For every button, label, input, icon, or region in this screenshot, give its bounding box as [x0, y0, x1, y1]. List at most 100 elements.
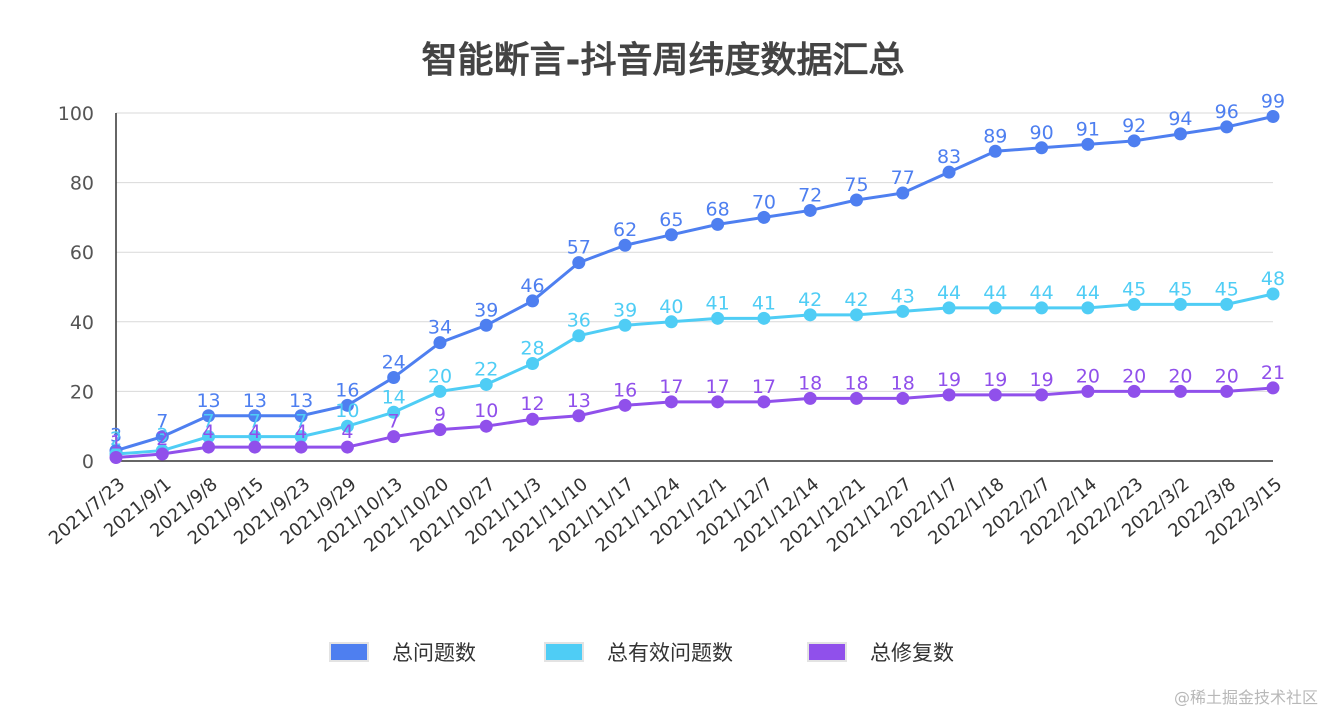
data-label: 7 — [295, 411, 307, 433]
data-point[interactable] — [1081, 301, 1095, 315]
data-point[interactable] — [1127, 134, 1141, 148]
data-point[interactable] — [1081, 137, 1095, 151]
data-label: 45 — [1215, 278, 1239, 300]
data-point[interactable] — [526, 294, 540, 308]
data-point[interactable] — [526, 357, 540, 371]
data-point[interactable] — [340, 419, 354, 433]
data-point[interactable] — [479, 377, 493, 391]
data-point[interactable] — [248, 409, 262, 423]
data-point[interactable] — [988, 388, 1002, 402]
data-point[interactable] — [711, 311, 725, 325]
data-point[interactable] — [896, 304, 910, 318]
data-point[interactable] — [202, 440, 216, 454]
data-point[interactable] — [1081, 384, 1095, 398]
data-point[interactable] — [1220, 297, 1234, 311]
data-point[interactable] — [896, 186, 910, 200]
data-point[interactable] — [664, 395, 678, 409]
data-point[interactable] — [942, 165, 956, 179]
data-label: 20 — [1215, 365, 1239, 387]
data-point[interactable] — [849, 391, 863, 405]
data-point[interactable] — [1127, 384, 1141, 398]
data-point[interactable] — [479, 318, 493, 332]
data-point[interactable] — [618, 318, 632, 332]
data-point[interactable] — [1035, 388, 1049, 402]
data-point[interactable] — [849, 308, 863, 322]
legend[interactable]: 总问题数 总有效问题数 总修复数 — [329, 641, 954, 665]
data-point[interactable] — [155, 430, 169, 444]
data-label: 36 — [567, 310, 591, 332]
data-point[interactable] — [1173, 384, 1187, 398]
data-point[interactable] — [387, 405, 401, 419]
data-point[interactable] — [757, 311, 771, 325]
data-point[interactable] — [340, 440, 354, 454]
data-point[interactable] — [757, 210, 771, 224]
data-point[interactable] — [294, 409, 308, 423]
data-label: 44 — [1030, 282, 1054, 304]
data-point[interactable] — [155, 447, 169, 461]
data-point[interactable] — [896, 391, 910, 405]
data-point[interactable] — [109, 451, 123, 465]
data-point[interactable] — [294, 430, 308, 444]
data-label: 10 — [335, 400, 359, 422]
legend-item[interactable]: 总问题数 — [329, 641, 476, 665]
data-point[interactable] — [1220, 384, 1234, 398]
data-point[interactable] — [664, 228, 678, 242]
y-tick-label: 20 — [70, 381, 94, 403]
data-point[interactable] — [294, 440, 308, 454]
data-point[interactable] — [479, 419, 493, 433]
data-point[interactable] — [988, 301, 1002, 315]
legend-item[interactable]: 总修复数 — [807, 641, 954, 665]
data-point[interactable] — [803, 391, 817, 405]
data-point[interactable] — [618, 398, 632, 412]
data-point[interactable] — [1266, 287, 1280, 301]
data-point[interactable] — [803, 203, 817, 217]
data-label: 7 — [156, 411, 168, 433]
data-point[interactable] — [340, 398, 354, 412]
data-point[interactable] — [942, 301, 956, 315]
data-point[interactable] — [572, 329, 586, 343]
data-point[interactable] — [711, 395, 725, 409]
data-point[interactable] — [433, 384, 447, 398]
data-label: 72 — [798, 184, 822, 206]
data-label: 20 — [1168, 365, 1192, 387]
legend-item[interactable]: 总有效问题数 — [544, 641, 733, 665]
data-point[interactable] — [387, 430, 401, 444]
data-point[interactable] — [1266, 381, 1280, 395]
data-point[interactable] — [988, 144, 1002, 158]
data-label: 22 — [474, 358, 498, 380]
data-point[interactable] — [433, 423, 447, 437]
data-point[interactable] — [202, 430, 216, 444]
data-point[interactable] — [248, 440, 262, 454]
legend-swatch — [544, 642, 584, 662]
data-point[interactable] — [942, 388, 956, 402]
data-point[interactable] — [803, 308, 817, 322]
data-point[interactable] — [711, 217, 725, 231]
data-label: 20 — [428, 365, 452, 387]
data-point[interactable] — [572, 409, 586, 423]
data-point[interactable] — [849, 193, 863, 207]
data-label: 28 — [520, 338, 544, 360]
data-point[interactable] — [1266, 109, 1280, 123]
data-point[interactable] — [433, 336, 447, 350]
data-point[interactable] — [1173, 297, 1187, 311]
data-point[interactable] — [618, 238, 632, 252]
legend-label: 总问题数 — [392, 641, 476, 665]
series-line — [115, 386, 1274, 460]
data-label: 94 — [1168, 108, 1192, 130]
data-point[interactable] — [1035, 141, 1049, 155]
data-point[interactable] — [526, 412, 540, 426]
data-point[interactable] — [572, 256, 586, 270]
data-point[interactable] — [664, 315, 678, 329]
data-label: 45 — [1122, 278, 1146, 300]
data-point[interactable] — [1127, 297, 1141, 311]
y-tick-label: 60 — [70, 242, 94, 264]
data-point[interactable] — [1035, 301, 1049, 315]
data-point[interactable] — [248, 430, 262, 444]
data-point[interactable] — [202, 409, 216, 423]
data-point[interactable] — [1173, 127, 1187, 141]
data-point[interactable] — [387, 370, 401, 384]
data-point[interactable] — [1220, 120, 1234, 134]
data-label: 19 — [1030, 369, 1054, 391]
data-point[interactable] — [757, 395, 771, 409]
